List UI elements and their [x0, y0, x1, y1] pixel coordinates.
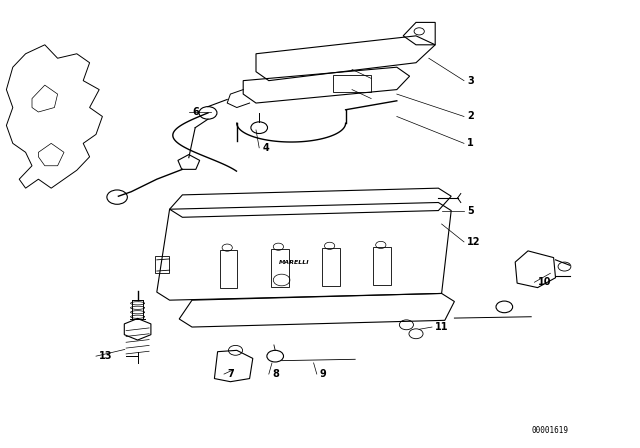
Text: 00001619: 00001619: [531, 426, 568, 435]
Text: 4: 4: [262, 143, 269, 153]
Text: 3: 3: [467, 76, 474, 86]
Bar: [220, 250, 237, 288]
Text: 1: 1: [467, 138, 474, 148]
Text: 12: 12: [467, 237, 481, 247]
Text: 5: 5: [467, 206, 474, 215]
Text: 8: 8: [272, 369, 279, 379]
Text: MARELLI: MARELLI: [279, 259, 310, 265]
Text: 13: 13: [99, 351, 113, 361]
Text: 6: 6: [192, 107, 199, 117]
Text: 2: 2: [467, 112, 474, 121]
Bar: [322, 248, 340, 286]
Bar: [271, 249, 289, 287]
Bar: [373, 247, 391, 285]
Bar: [155, 256, 169, 273]
Text: 10: 10: [538, 277, 551, 287]
Text: 11: 11: [435, 322, 449, 332]
Text: 7: 7: [227, 369, 234, 379]
Text: 9: 9: [320, 369, 327, 379]
Bar: [333, 75, 371, 92]
